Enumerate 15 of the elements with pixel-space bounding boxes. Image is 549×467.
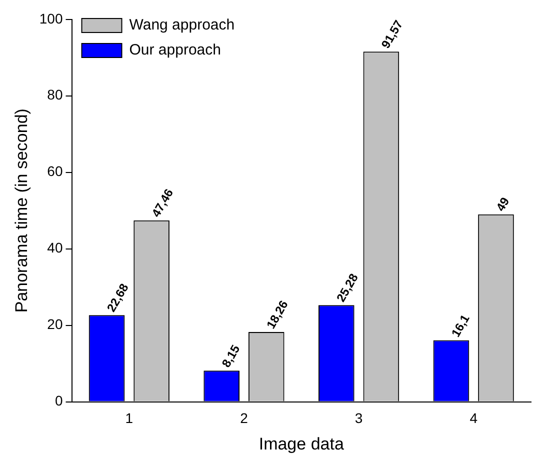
- y-axis-title: Panorama time (in second): [12, 108, 31, 313]
- x-tick-label: 3: [354, 410, 363, 426]
- y-tick-label: 20: [47, 316, 63, 332]
- y-tick-label: 40: [47, 240, 63, 256]
- y-tick-label: 80: [47, 86, 63, 103]
- legend-label: Our approach: [129, 42, 221, 59]
- y-tick-label: 0: [54, 392, 63, 409]
- x-tick-label: 4: [470, 410, 478, 426]
- y-tick-label: 60: [47, 163, 63, 180]
- data-label: 49: [493, 194, 512, 214]
- x-tick-label: 2: [240, 410, 248, 426]
- y-tick-label: 100: [39, 10, 63, 26]
- x-tick-label: 1: [125, 410, 134, 426]
- x-axis-title: Image data: [258, 434, 344, 454]
- legend-label: Wang approach: [129, 16, 235, 34]
